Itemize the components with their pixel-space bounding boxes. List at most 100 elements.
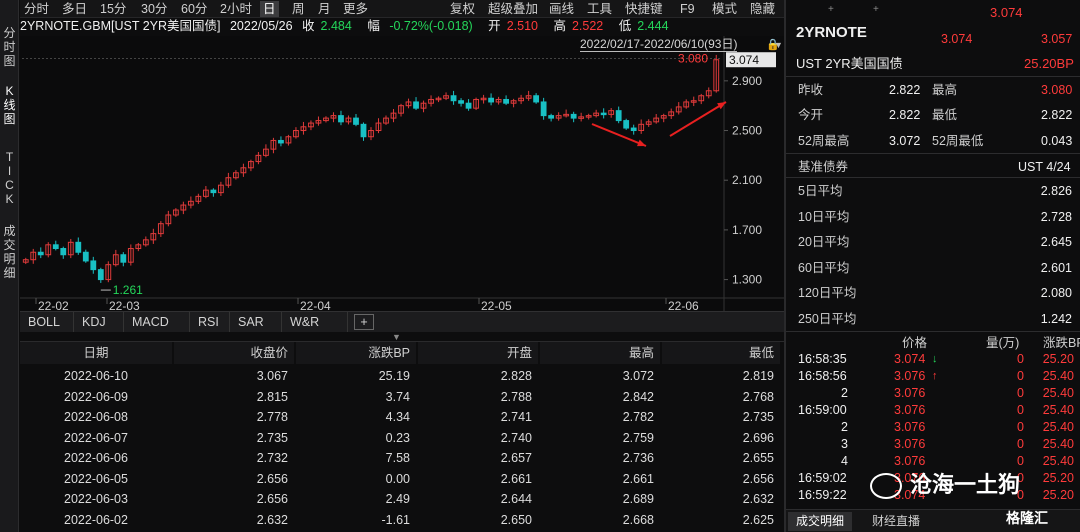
candle-body xyxy=(660,115,667,119)
table-row[interactable]: 2022-06-08 2.778 4.34 2.741 2.782 2.735 xyxy=(20,407,784,427)
overlay-button[interactable]: 超级叠加 xyxy=(488,2,539,16)
tick-change: 25.40 xyxy=(1042,420,1074,434)
candle-body xyxy=(30,251,37,261)
period-button[interactable]: 15分 xyxy=(100,2,127,16)
table-cell: 2022-06-08 xyxy=(64,410,128,424)
table-header[interactable]: 收盘价 xyxy=(174,342,294,364)
indicator-tab[interactable]: BOLL xyxy=(20,312,74,332)
open-label: 开 xyxy=(488,19,501,33)
candle-body xyxy=(240,167,247,174)
period-button-selected[interactable]: 日 xyxy=(260,1,279,17)
change-value: 幅 -0.72%(-0.018) xyxy=(367,19,478,33)
candle-body xyxy=(75,241,82,253)
tick-price: 3.074 xyxy=(894,488,926,502)
annotation-arrow xyxy=(591,123,647,147)
table-row[interactable]: 2022-06-09 2.815 3.74 2.788 2.842 2.768 xyxy=(20,387,784,407)
period-button[interactable]: 2小时 xyxy=(220,2,252,16)
period-button[interactable]: 分时 xyxy=(24,2,50,16)
price-a: 3.074 xyxy=(941,32,973,46)
last-price-box xyxy=(726,52,776,68)
high-label: 最高 xyxy=(932,83,958,97)
expand-icon[interactable]: + xyxy=(828,4,834,15)
low-value: 2.822 xyxy=(1041,108,1073,122)
tick-volume: 0 xyxy=(1017,369,1024,383)
tick-price: 3.076 xyxy=(894,454,926,468)
table-header[interactable]: 日期 xyxy=(20,342,172,364)
table-row[interactable]: 2022-06-02 2.632 -1.61 2.650 2.668 2.625 xyxy=(20,510,784,530)
average-label: 120日平均 xyxy=(798,286,857,300)
average-label: 250日平均 xyxy=(798,311,857,326)
expand-icon[interactable]: + xyxy=(873,4,879,15)
tab-trades[interactable]: 成交明细 xyxy=(3,224,16,280)
candle-body xyxy=(548,115,555,119)
tick-volume: 0 xyxy=(1017,454,1024,468)
average-value: 1.242 xyxy=(1040,311,1072,326)
period-button[interactable]: 多日 xyxy=(62,2,88,16)
date-range-label[interactable]: 2022/02/17-2022/06/10(93日) xyxy=(580,37,738,52)
tick-header-volume: 量(万) xyxy=(986,336,1020,350)
table-header[interactable]: 开盘 xyxy=(418,342,538,364)
tab-tick[interactable]: TICK xyxy=(5,150,14,206)
table-cell: 2.842 xyxy=(622,389,654,404)
table-cell: 2022-06-05 xyxy=(64,471,128,486)
table-cell: 2.656 xyxy=(256,492,288,506)
tick-price: 3.076 xyxy=(894,386,926,400)
tab-trade-details[interactable]: 成交明细 xyxy=(788,512,853,531)
indicator-tab[interactable]: MACD xyxy=(124,312,190,332)
high-value: 高 2.522 xyxy=(553,19,609,33)
tab-finance-live[interactable]: 财经直播 xyxy=(872,514,921,528)
open-label: 今开 xyxy=(798,108,824,122)
candle-body xyxy=(713,59,720,92)
f9-button[interactable]: F9 xyxy=(680,2,695,16)
collapse-icon[interactable]: ▼ xyxy=(392,332,401,342)
panel-divider[interactable] xyxy=(784,0,786,532)
add-indicator-button[interactable]: + xyxy=(354,314,374,330)
lock-icon[interactable]: 🔒 xyxy=(766,39,780,51)
tick-time: 16:58:56 xyxy=(798,369,847,383)
draw-button[interactable]: 画线 xyxy=(549,2,575,16)
indicator-tab[interactable]: W&R xyxy=(282,312,348,332)
table-header[interactable]: 最高 xyxy=(540,342,660,364)
tick-seq: 2 xyxy=(841,420,848,434)
indicator-tab[interactable]: KDJ xyxy=(74,312,124,332)
table-row[interactable]: 2022-06-07 2.735 0.23 2.740 2.759 2.696 xyxy=(20,428,784,448)
table-row[interactable]: 2022-06-06 2.732 7.58 2.657 2.736 2.655 xyxy=(20,448,784,468)
table-header[interactable]: 涨跌BP xyxy=(296,342,416,364)
hide-button[interactable]: 隐藏 xyxy=(750,2,776,16)
shortcut-button[interactable]: 快捷键 xyxy=(625,2,663,16)
candle-body xyxy=(698,95,705,102)
period-button[interactable]: 30分 xyxy=(141,2,168,16)
indicator-tab[interactable]: RSI xyxy=(190,312,230,332)
tab-kline[interactable]: K线图 xyxy=(3,84,16,126)
table-cell: 2.644 xyxy=(500,492,532,506)
period-button[interactable]: 周 xyxy=(292,2,305,16)
candle-body xyxy=(285,136,292,144)
tick-change: 25.40 xyxy=(1042,437,1074,451)
indicator-tab[interactable]: SAR xyxy=(230,312,282,332)
more-button[interactable]: 更多 xyxy=(343,2,369,16)
instrument-desc: UST 2YR美国国债 xyxy=(796,56,903,71)
adjust-button[interactable]: 复权 xyxy=(450,2,476,16)
table-row[interactable]: 2022-06-05 2.656 0.00 2.661 2.661 2.656 xyxy=(20,469,784,489)
tools-button[interactable]: 工具 xyxy=(587,2,613,16)
period-button[interactable]: 月 xyxy=(318,2,331,16)
divider xyxy=(786,76,1080,77)
table-header[interactable]: 最低 xyxy=(662,342,780,364)
history-table: 日期 收盘价 涨跌BP 开盘 最高 最低 2022-06-10 3.067 25.19 2.828… xyxy=(20,341,784,532)
table-cell: 2.656 xyxy=(256,471,288,486)
tick-price: 3.074 xyxy=(894,352,926,366)
candle-body xyxy=(398,105,404,114)
candle-body xyxy=(630,127,637,132)
period-button[interactable]: 60分 xyxy=(181,2,208,16)
candle-body xyxy=(127,248,134,263)
watermark-text: 沧海一土狗 xyxy=(910,472,1021,497)
candle-body xyxy=(518,97,525,102)
table-row[interactable]: 2022-06-10 3.067 25.19 2.828 3.072 2.819 xyxy=(20,366,784,386)
tab-intraday[interactable]: 分时图 xyxy=(3,26,16,68)
chevron-down-icon[interactable]: ▼ xyxy=(774,40,783,50)
tick-seq: 4 xyxy=(841,454,848,468)
candle-body xyxy=(443,95,449,99)
table-row[interactable]: 2022-06-03 2.656 2.49 2.644 2.689 2.632 xyxy=(20,489,784,509)
mode-button[interactable]: 模式 xyxy=(712,2,738,16)
candlestick-chart[interactable]: 2.900 2.500 2.100 1.700 1.300 3.080 3.074 1.261… xyxy=(20,36,784,312)
